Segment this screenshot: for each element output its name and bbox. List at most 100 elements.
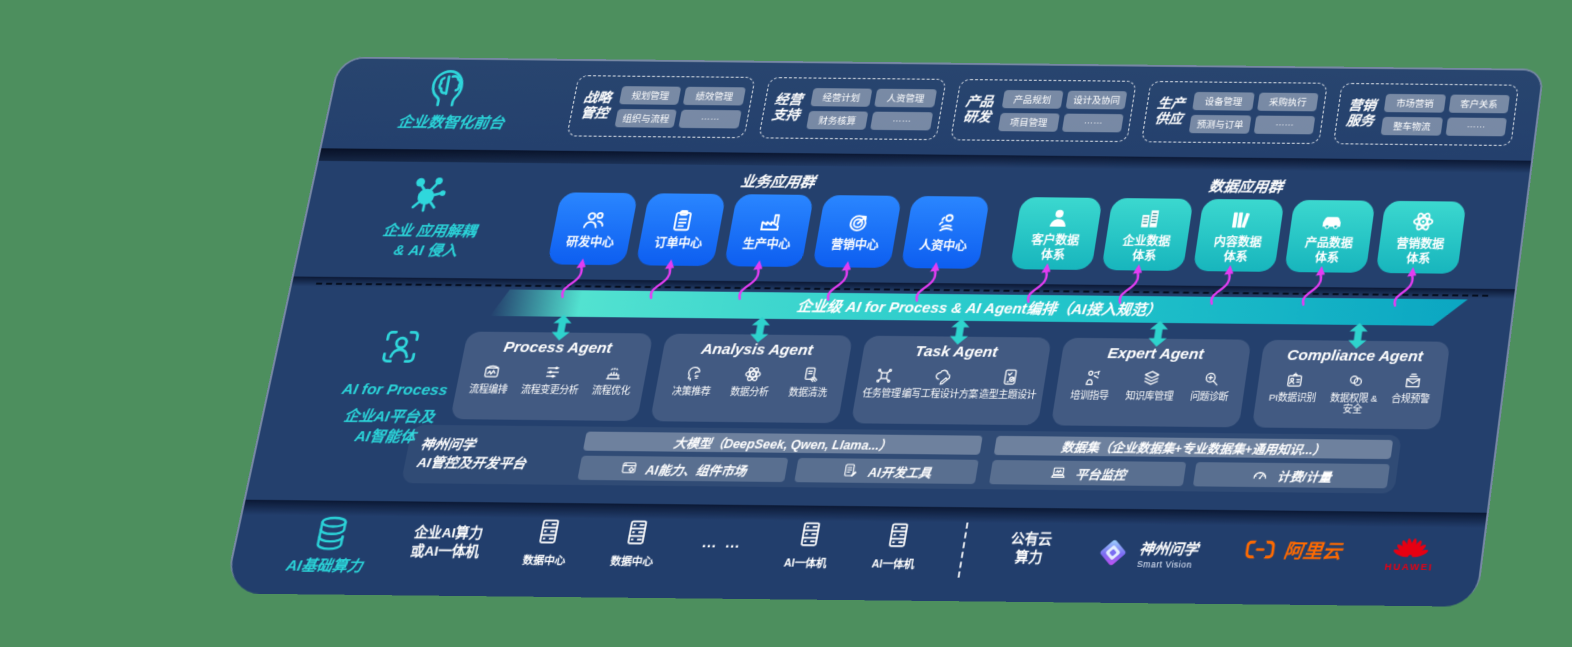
decouple-label: 企业 应用解耦 & AI 侵入 (381, 222, 478, 260)
model-tools-row: AI能力、组件市场 AI开发工具 (577, 455, 979, 485)
business-app-card: 营销中心 (812, 195, 903, 268)
agent-title: Task Agent (913, 343, 999, 361)
frontend-group: 营销 服务 市场营销 客户关系 整车物流…… (1333, 82, 1520, 147)
agent-box: Expert Agent 培训指导 知识库管理 问题诊断 (1051, 337, 1252, 428)
agent-box: Compliance Agent PI数据识别 数据权限 & 安全 合规预警 (1251, 339, 1451, 430)
frontend-pill: …… (1445, 117, 1507, 136)
frontend-group-title: 经营 支持 (770, 91, 804, 123)
platform-tool-label: 平台监控 (1074, 467, 1127, 483)
infra-band: AI基础算力 企业AI算力 或AI一体机 数据中心 数据中心 … … AI一体机 AI一体机… (225, 499, 1487, 607)
agent-item: 任务管理 (861, 365, 905, 400)
stage-icon (602, 363, 626, 383)
frontend-pill: 经营计划 (810, 87, 873, 107)
frontend-group-pills: 经营计划 人资管理 财务核算…… (806, 87, 937, 130)
infra-node-label: 数据中心 (521, 554, 567, 568)
agent-box: Task Agent 任务管理 编写工程设计方案 造型主题设计 (850, 335, 1052, 426)
aliyun-text: 阿里云 (1282, 541, 1343, 564)
agent-items: 任务管理 编写工程设计方案 造型主题设计 (858, 365, 1041, 419)
frontend-pill: 整车物流 (1380, 116, 1443, 136)
agent-item: 编写工程设计方案 (901, 366, 983, 401)
sliders-icon (541, 366, 565, 378)
brain-head-icon (420, 63, 479, 111)
smartvision-cn: 神州问学 (1138, 541, 1200, 559)
infra-node-label: 数据中心 (609, 555, 655, 569)
frontend-band: 企业数智化前台 战略 管控 规划管理 绩效管理 组织与流程…… 经营 支持 经营计划 人资管… (321, 58, 1543, 161)
agent-item: 合规预警 (1391, 371, 1434, 406)
frontend-pill: 设备管理 (1192, 91, 1255, 111)
app-card-label: 产品数据 体系 (1304, 236, 1354, 265)
agent-item-label: 任务管理 (861, 388, 902, 400)
platform-tool-label: 计费/计量 (1276, 469, 1333, 485)
data-app-card: 客户数据 体系 (1009, 197, 1103, 271)
platform-tool-bar: AI开发工具 (794, 457, 979, 485)
app-card-label: 客户数据 体系 (1030, 233, 1081, 262)
agent-item: 数据分析 (729, 364, 773, 399)
business-apps-row: 研发中心 订单中心 生产中心 营销中心 人资中心 (547, 192, 1001, 269)
frontend-pill: 客户关系 (1448, 94, 1510, 113)
agent-item: 流程变更分析 (520, 362, 584, 397)
platform-tool-bar: AI能力、组件市场 (577, 455, 789, 483)
huawei-logo: HUAWEI (1384, 533, 1438, 573)
enterprise-compute-text: 企业AI算力 或AI一体机 (409, 524, 485, 560)
scan-person-icon (381, 330, 420, 363)
frontend-pill: 设计及协同 (1065, 90, 1128, 109)
laptop-icon (1048, 464, 1069, 482)
business-app-card: 研发中心 (547, 192, 639, 266)
agent-item-label: 数据权限 & 安全 (1329, 393, 1378, 416)
ai-bar-label: 企业级 AI for Process & AI Agent编排（AI接入规范） (795, 298, 1163, 319)
monitor-wave-icon (480, 362, 504, 382)
ellipsis-dots: … … (700, 534, 744, 552)
frontend-pill: 财务核算 (806, 110, 869, 130)
frontend-group-title: 战略 管控 (579, 89, 613, 121)
platform-tool-label: AI开发工具 (866, 465, 933, 481)
tablet-check-icon (999, 367, 1022, 387)
agent-title: Expert Agent (1106, 345, 1205, 364)
layers-icon (1140, 368, 1163, 388)
smartvision-en: Smart Vision (1136, 558, 1193, 570)
window-gear-icon (618, 459, 640, 477)
business-group-title: 业务应用群 (739, 173, 817, 192)
business-app-card: 生产中心 (723, 194, 815, 268)
frontend-group-title: 营销 服务 (1345, 97, 1378, 129)
books-icon (1231, 212, 1250, 229)
dataset-tools-row: 平台监控 计费/计量 (988, 459, 1390, 489)
agent-title: Analysis Agent (699, 340, 815, 359)
platform-title: 神州问学 AI管控及开发平台 (415, 436, 528, 472)
frontend-pill: 项目管理 (997, 112, 1060, 132)
frontend-pill: 预测与订单 (1189, 114, 1252, 134)
app-card-label: 人资中心 (918, 239, 969, 254)
car-icon (1322, 217, 1342, 230)
agent-item: 数据权限 & 安全 (1328, 370, 1381, 416)
agent-box: Process Agent 流程编排 流程变更分析 流程优化 (450, 331, 654, 422)
frontend-groups: 战略 管控 规划管理 绩效管理 组织与流程…… 经营 支持 经营计划 人资管理 财务核算…… 产… (566, 75, 1520, 147)
agent-item: 培训指导 (1069, 368, 1112, 403)
data-apps-row: 客户数据 体系 企业数据 体系 内容数据 体系 产品数据 体系 营销数据 体系 (1009, 197, 1477, 274)
frontend-pill: 规划管理 (619, 85, 682, 105)
infra-node: AI一体机 (871, 520, 922, 572)
huawei-flower-icon (1392, 538, 1429, 559)
data-app-card: 内容数据 体系 (1192, 198, 1285, 272)
infra-node: 数据中心 (609, 517, 661, 569)
task-grid-icon (873, 366, 896, 386)
agent-item-label: 流程变更分析 (519, 384, 580, 397)
molecule-icon (400, 171, 455, 216)
dataset-stack: 数据集（企业数据集+专业数据集+通用知识...） 平台监控 计费/计量 (988, 435, 1394, 489)
app-card-label: 营销中心 (829, 238, 880, 253)
data-app-card: 营销数据 体系 (1375, 200, 1467, 274)
agent-title: Process Agent (502, 338, 614, 357)
customer-icon (1049, 209, 1067, 227)
app-card-label: 营销数据 体系 (1395, 237, 1445, 266)
app-card-label: 企业数据 体系 (1121, 234, 1172, 263)
infra-node-label: AI一体机 (870, 558, 916, 571)
aliyun-logo: 阿里云 (1241, 536, 1343, 565)
agent-items: PI数据识别 数据权限 & 安全 合规预警 (1258, 370, 1440, 424)
agent-box: Analysis Agent 决策推荐 数据分析 数据清洗 (650, 333, 853, 424)
people-activity-icon (932, 211, 962, 237)
scan-person-icon (374, 325, 427, 369)
infra-label-text: AI基础算力 (284, 557, 365, 576)
platform-tool-bar: 计费/计量 (1192, 462, 1390, 489)
business-app-card: 人资中心 (900, 195, 991, 269)
agent-item-label: 知识库管理 (1124, 391, 1174, 403)
cloud-pen-icon (931, 366, 954, 386)
